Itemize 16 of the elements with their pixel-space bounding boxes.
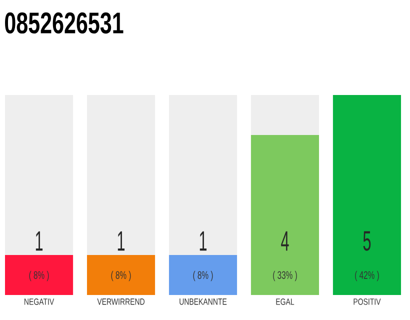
x-tick-label: UNBEKANNTE [180,298,227,305]
data-label: 1 [200,231,207,251]
x-tick-label: NEGATIV [24,298,54,305]
x-tick-label: EGAL [276,298,294,305]
annotation: ( 8% ) [29,270,49,282]
data-label: 5 [363,231,371,251]
annotation: ( 8% ) [111,270,131,282]
chart-title: 0852626531 [5,12,124,34]
annotation: ( 33% ) [273,270,297,282]
data-label: 1 [118,231,125,251]
annotation: ( 8% ) [193,270,213,282]
x-tick-label: POSITIV [354,298,381,305]
annotation: ( 42% ) [355,270,379,282]
data-label: 4 [281,231,289,251]
x-tick-label: VERWIRREND [97,298,145,305]
data-label: 1 [36,231,43,251]
